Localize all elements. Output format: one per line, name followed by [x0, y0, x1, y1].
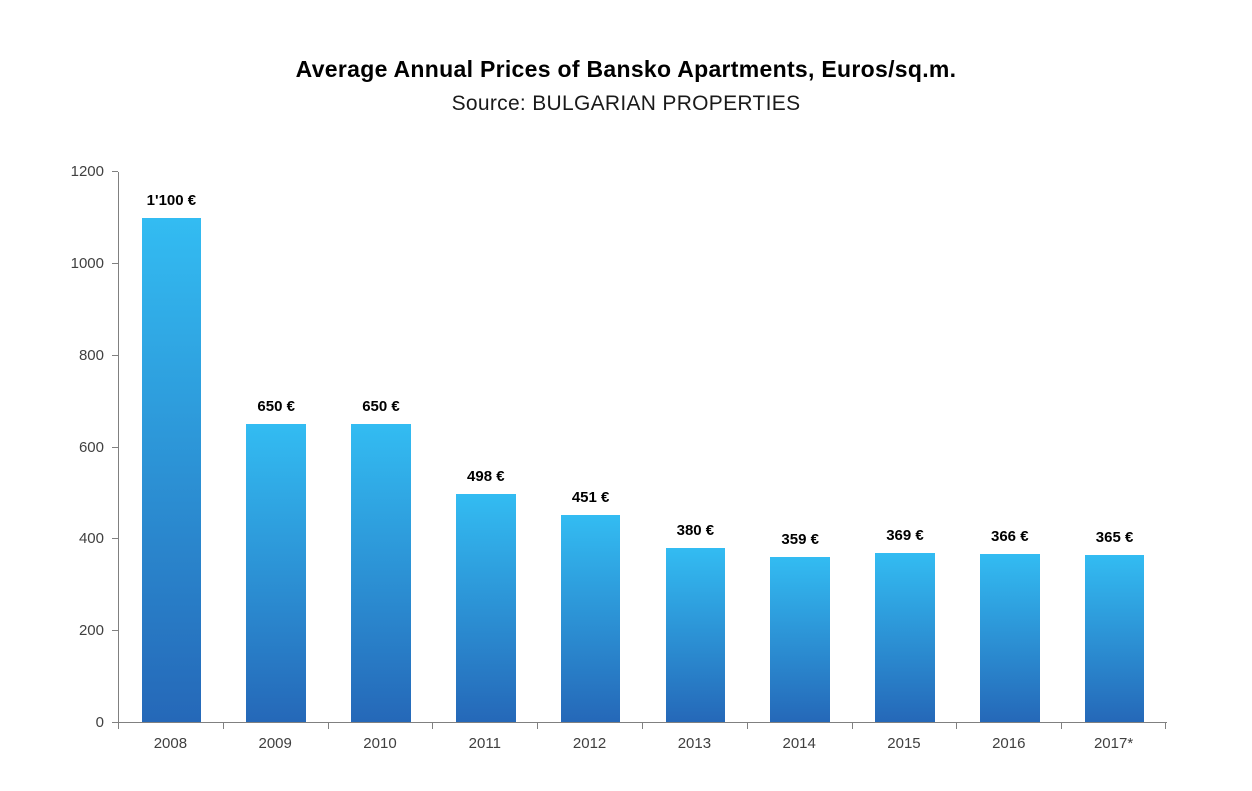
y-tick-label-1000: 1000 — [70, 254, 104, 272]
bar-value-label: 359 € — [781, 531, 819, 549]
x-tick-mark — [956, 723, 958, 729]
bar-value-label: 369 € — [886, 526, 924, 544]
y-tick-label-400: 400 — [78, 530, 104, 548]
x-tick-label-2014: 2014 — [782, 735, 816, 752]
bar-cell-2016: 366 € — [957, 172, 1062, 722]
bar-cell-2009: 650 € — [224, 172, 329, 722]
bar-2016 — [979, 554, 1040, 722]
y-tick-label-0: 0 — [95, 714, 104, 731]
bar-2014 — [770, 557, 831, 722]
bar-2015 — [875, 552, 935, 722]
x-tick-mark — [432, 723, 434, 729]
y-tick-mark — [112, 354, 118, 356]
y-tick-label-600: 600 — [78, 438, 104, 456]
chart-title: Average Annual Prices of Bansko Apartmen… — [295, 56, 957, 82]
y-tick-label-200: 200 — [78, 622, 104, 640]
plot-area: 1'100 € 650 € 650 € 498 € 451 € 380 € 359 € 369… — [118, 172, 1167, 723]
x-tick-mark — [746, 723, 748, 729]
bar-value-label: 650 € — [257, 398, 295, 416]
x-tick-mark — [222, 723, 224, 729]
bar-2011 — [455, 493, 516, 722]
x-tick-label-2016: 2016 — [992, 735, 1026, 752]
x-tick-label-2012: 2012 — [572, 735, 607, 752]
bar-cell-2014: 359 € — [748, 172, 853, 722]
x-axis-labels: 2008 2009 2010 2011 2012 2013 2014 2015 2016 2017… — [118, 735, 1166, 752]
y-axis-ticks — [112, 171, 118, 723]
bar-value-label: 498 € — [467, 467, 505, 485]
chart-subtitle: Source: BULGARIAN PROPERTIES — [451, 92, 801, 115]
bar-value-label: 365 € — [1095, 528, 1134, 546]
x-tick-mark — [327, 723, 329, 729]
bar-2010 — [351, 424, 411, 722]
bar-cell-2010: 650 € — [329, 172, 434, 722]
bar-2008 — [141, 217, 202, 722]
y-tick-mark — [112, 538, 118, 540]
x-tick-mark — [642, 723, 643, 729]
y-tick-mark — [112, 446, 118, 448]
x-tick-label-2011: 2011 — [468, 735, 501, 752]
y-tick-mark — [112, 630, 118, 632]
y-tick-label-1200: 1200 — [70, 163, 104, 180]
bar-cell-2012: 451 € — [538, 172, 643, 722]
bar-value-label: 1'100 € — [146, 191, 197, 209]
y-axis-labels: 0 200 400 600 800 1000 1200 — [0, 163, 104, 731]
bar-value-label: 650 € — [362, 398, 400, 416]
x-tick-label-2013: 2013 — [677, 735, 712, 752]
bar-cell-2015: 369 € — [853, 172, 958, 722]
x-tick-mark — [851, 723, 853, 729]
bar-2012 — [560, 515, 621, 722]
bar-2017* — [1084, 554, 1145, 722]
x-tick-label-2008: 2008 — [153, 735, 188, 752]
bar-value-label: 380 € — [676, 521, 715, 539]
x-tick-mark — [537, 723, 539, 729]
bar-cell-2011: 498 € — [433, 172, 538, 722]
x-axis-ticks — [118, 723, 1166, 729]
y-tick-mark — [112, 722, 118, 723]
y-tick-mark — [112, 171, 118, 172]
bar-cell-2008: 1'100 € — [119, 172, 224, 722]
bar-cell-2013: 380 € — [643, 172, 748, 722]
bar-2013 — [665, 547, 726, 722]
x-tick-label-2010: 2010 — [363, 735, 397, 752]
bar-value-label: 451 € — [571, 489, 610, 507]
x-tick-mark — [118, 723, 119, 729]
x-tick-label-2015: 2015 — [887, 735, 921, 752]
x-tick-label-2009: 2009 — [258, 735, 292, 752]
bar-2009 — [246, 424, 307, 722]
y-tick-label-800: 800 — [78, 346, 104, 364]
x-tick-mark — [1061, 723, 1063, 729]
x-tick-mark — [1165, 723, 1166, 729]
bar-value-label: 366 € — [991, 528, 1029, 546]
bar-cell-2017*: 365 € — [1062, 172, 1167, 722]
y-tick-mark — [112, 262, 118, 264]
x-tick-label-2017*: 2017* — [1093, 735, 1134, 752]
